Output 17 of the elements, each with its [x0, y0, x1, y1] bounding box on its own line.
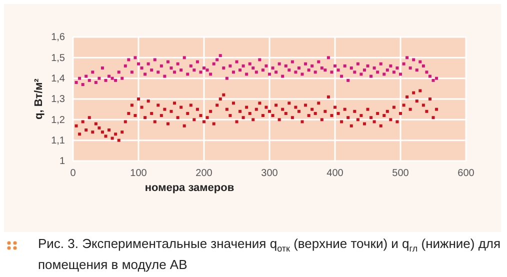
x-tick-label: 200 — [196, 168, 213, 180]
x-axis-title: номера замеров — [144, 182, 234, 194]
x-tick-label: 600 — [458, 168, 475, 180]
y-tick-label: 1,2 — [51, 114, 66, 126]
y-tick-label: 1,6 — [51, 32, 66, 44]
y-tick-label: 1,1 — [51, 136, 66, 147]
y-tick-label: 1,4 — [51, 74, 66, 85]
x-tick-label: 300 — [261, 168, 278, 180]
x-tick-label: 500 — [392, 168, 410, 180]
y-tick-label: 1,3 — [51, 94, 66, 106]
text: Рис. 3. Экспериментальные значения q$_{отк}$ (верхние точки) и q$_{гл}$ (нижние) для помещения в модуле АВ — [38, 236, 501, 272]
y-tick-label: 1,5 — [51, 52, 66, 64]
y-tick-label: 1 — [59, 156, 66, 168]
x-tick-label: 0 — [70, 168, 76, 180]
x-tick-label: 400 — [326, 168, 344, 180]
y-axis-title: q, Вт/м² — [33, 78, 45, 120]
x-tick-label: 100 — [130, 168, 148, 180]
